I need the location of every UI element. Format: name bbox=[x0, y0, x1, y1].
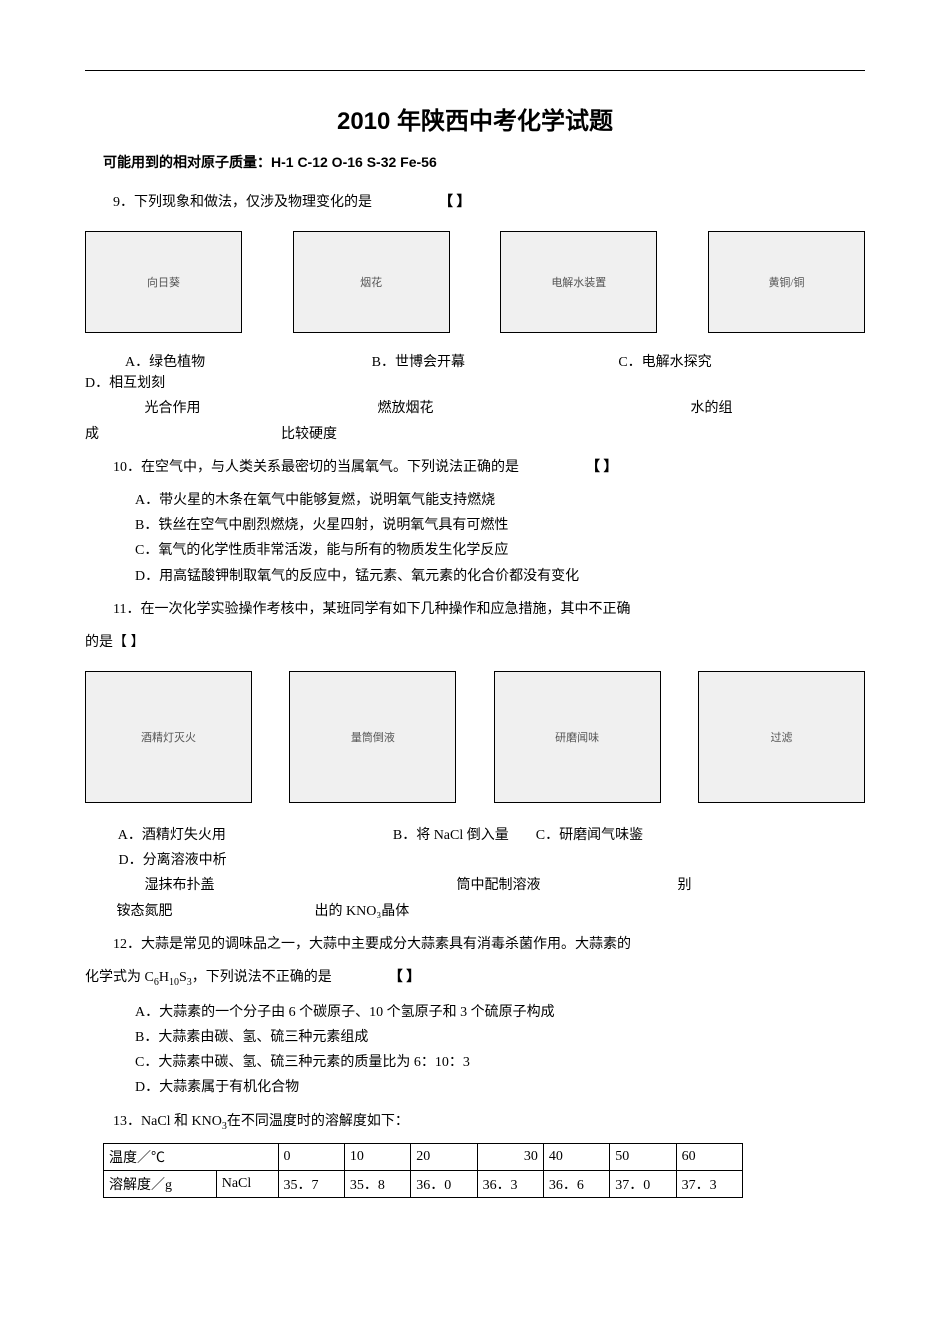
q10-text: 10．在空气中，与人类关系最密切的当属氧气。下列说法正确的是 bbox=[113, 460, 519, 475]
q9-text: 9．下列现象和做法，仅涉及物理变化的是 bbox=[113, 195, 372, 210]
q12-stem2: 化学式为 C6H10S3，下列说法不正确的是 【 】 bbox=[85, 965, 865, 992]
q9-sub-a: 光合作用 bbox=[145, 401, 201, 416]
q13-stem: 13．NaCl 和 KNO3在不同温度时的溶解度如下： bbox=[85, 1109, 865, 1136]
q12-post: ，下列说法不正确的是 bbox=[192, 970, 332, 985]
th-t1: 10 bbox=[344, 1144, 410, 1171]
q11-opt-c: C．研磨闻气味鉴 bbox=[536, 828, 643, 843]
q12-pre: 化学式为 C bbox=[85, 970, 154, 985]
q12-d: D．大蒜素属于有机化合物 bbox=[85, 1075, 865, 1100]
q9-img-a: 向日葵 bbox=[85, 231, 242, 333]
q11-opt-b: B．将 NaCl 倒入量 bbox=[393, 828, 509, 843]
q12-a: A．大蒜素的一个分子由 6 个碳原子、10 个氢原子和 3 个硫原子构成 bbox=[85, 1000, 865, 1025]
th-t2: 20 bbox=[411, 1144, 477, 1171]
th-t0: 0 bbox=[278, 1144, 344, 1171]
q9-opt-d: D．相互划刻 bbox=[85, 371, 865, 396]
q12-mid2: S bbox=[179, 970, 187, 985]
page-title: 2010 年陕西中考化学试题 bbox=[85, 101, 865, 136]
q10-d: D．用高锰酸钾制取氧气的反应中，锰元素、氧元素的化合价都没有变化 bbox=[85, 564, 865, 589]
q9-opt-a: A．绿色植物 bbox=[85, 351, 372, 371]
td-n1: 35．8 bbox=[344, 1171, 410, 1198]
q9-img-b: 烟花 bbox=[293, 231, 450, 333]
q12-b: B．大蒜素由碳、氢、硫三种元素组成 bbox=[85, 1025, 865, 1050]
q10-stem: 10．在空气中，与人类关系最密切的当属氧气。下列说法正确的是 【 】 bbox=[85, 455, 865, 480]
td-n2: 36．0 bbox=[411, 1171, 477, 1198]
q9-img-d: 黄铜/铜 bbox=[708, 231, 865, 333]
q9-img-c: 电解水装置 bbox=[500, 231, 657, 333]
td-n3: 36．3 bbox=[477, 1171, 543, 1198]
q13-table: 温度／℃ 0 10 20 30 40 50 60 溶解度／g NaCl 35．7… bbox=[103, 1143, 743, 1198]
q9-opt-c: C．电解水探究 bbox=[618, 351, 865, 371]
q11-l3-a: 铵态氮肥 bbox=[117, 904, 173, 919]
q9-sub-c: 水的组 bbox=[691, 401, 733, 416]
q10-b: B．铁丝在空气中剧烈燃烧，火星四射，说明氧气具有可燃性 bbox=[85, 513, 865, 538]
td-n6: 37．3 bbox=[676, 1171, 742, 1198]
q11-l2-b: 筒中配制溶液 bbox=[457, 878, 541, 893]
q11-opt-d-line: D．分离溶液中析 bbox=[85, 848, 865, 873]
q11-opt-d: D．分离溶液中析 bbox=[119, 853, 227, 868]
q10-a: A．带火星的木条在氧气中能够复燃，说明氧气能支持燃烧 bbox=[85, 488, 865, 513]
q11-line2: 湿抹布扑盖 筒中配制溶液 别 bbox=[85, 873, 865, 898]
q13-pre: 13．NaCl 和 KNO bbox=[113, 1114, 222, 1129]
q9-sub-d: 比较硬度 bbox=[281, 427, 337, 442]
q12-c: C．大蒜素中碳、氢、硫三种元素的质量比为 6：10：3 bbox=[85, 1050, 865, 1075]
q9-sub-b: 燃放烟花 bbox=[378, 401, 434, 416]
q11-stem1: 11．在一次化学实验操作考核中，某班同学有如下几种操作和应急措施，其中不正确 bbox=[85, 597, 865, 622]
q12-mid1: H bbox=[159, 970, 169, 985]
q11-img-b: 量筒倒液 bbox=[289, 671, 456, 803]
q11-img-a: 酒精灯灭火 bbox=[85, 671, 252, 803]
q11-stem2: 的是【 】 bbox=[85, 630, 865, 655]
q10-c: C．氧气的化学性质非常活泼，能与所有的物质发生化学反应 bbox=[85, 538, 865, 563]
td-nacl-label: NaCl bbox=[216, 1171, 278, 1198]
td-n4: 36．6 bbox=[543, 1171, 609, 1198]
table-row-nacl: 溶解度／g NaCl 35．7 35．8 36．0 36．3 36．6 37．0… bbox=[104, 1171, 743, 1198]
q13-post: 在不同温度时的溶解度如下： bbox=[227, 1114, 409, 1129]
q9-tail: 成 bbox=[85, 427, 99, 442]
q11-l3-b: 出的 KNO₃晶体 bbox=[315, 904, 410, 919]
q9-image-row: 向日葵 烟花 电解水装置 黄铜/铜 bbox=[85, 231, 865, 333]
th-t4: 40 bbox=[543, 1144, 609, 1171]
q12-bracket: 【 】 bbox=[389, 970, 421, 985]
td-n0: 35．7 bbox=[278, 1171, 344, 1198]
q11-opt-heads: A．酒精灯失火用 B．将 NaCl 倒入量 C．研磨闻气味鉴 bbox=[85, 823, 865, 848]
q12-sub2: 10 bbox=[169, 977, 179, 988]
td-n5: 37．0 bbox=[610, 1171, 676, 1198]
th-t3: 30 bbox=[477, 1144, 543, 1171]
q11-opt-a: A．酒精灯失火用 bbox=[118, 828, 226, 843]
q12-stem1: 12．大蒜是常见的调味品之一，大蒜中主要成分大蒜素具有消毒杀菌作用。大蒜素的 bbox=[85, 932, 865, 957]
q10-bracket: 【 】 bbox=[586, 460, 618, 475]
th-temp: 温度／℃ bbox=[104, 1144, 279, 1171]
table-row-header: 温度／℃ 0 10 20 30 40 50 60 bbox=[104, 1144, 743, 1171]
q11-l2-a: 湿抹布扑盖 bbox=[145, 878, 215, 893]
q9-sublabels: 光合作用 燃放烟花 水的组 bbox=[85, 396, 865, 421]
q11-line3: 铵态氮肥 出的 KNO₃晶体 bbox=[85, 899, 865, 924]
q11-img-d: 过滤 bbox=[698, 671, 865, 803]
q9-stem: 9．下列现象和做法，仅涉及物理变化的是 【 】 bbox=[85, 190, 865, 215]
td-sol-label: 溶解度／g bbox=[104, 1171, 217, 1198]
q9-opt-b: B．世博会开幕 bbox=[372, 351, 619, 371]
q11-image-row: 酒精灯灭火 量筒倒液 研磨闻味 过滤 bbox=[85, 671, 865, 803]
q11-img-c: 研磨闻味 bbox=[494, 671, 661, 803]
q9-subline2: 成 比较硬度 bbox=[85, 422, 865, 447]
th-t6: 60 bbox=[676, 1144, 742, 1171]
subtitle-masses: H-1 C-12 O-16 S-32 Fe-56 bbox=[271, 154, 437, 170]
subtitle-prefix: 可能用到的相对原子质量： bbox=[103, 154, 271, 170]
q9-bracket: 【 】 bbox=[439, 195, 471, 210]
subtitle: 可能用到的相对原子质量：H-1 C-12 O-16 S-32 Fe-56 bbox=[103, 152, 865, 172]
th-t5: 50 bbox=[610, 1144, 676, 1171]
top-rule bbox=[85, 70, 865, 71]
q9-option-heads: A．绿色植物 B．世博会开幕 C．电解水探究 bbox=[85, 351, 865, 371]
q11-l2-c: 别 bbox=[678, 878, 692, 893]
